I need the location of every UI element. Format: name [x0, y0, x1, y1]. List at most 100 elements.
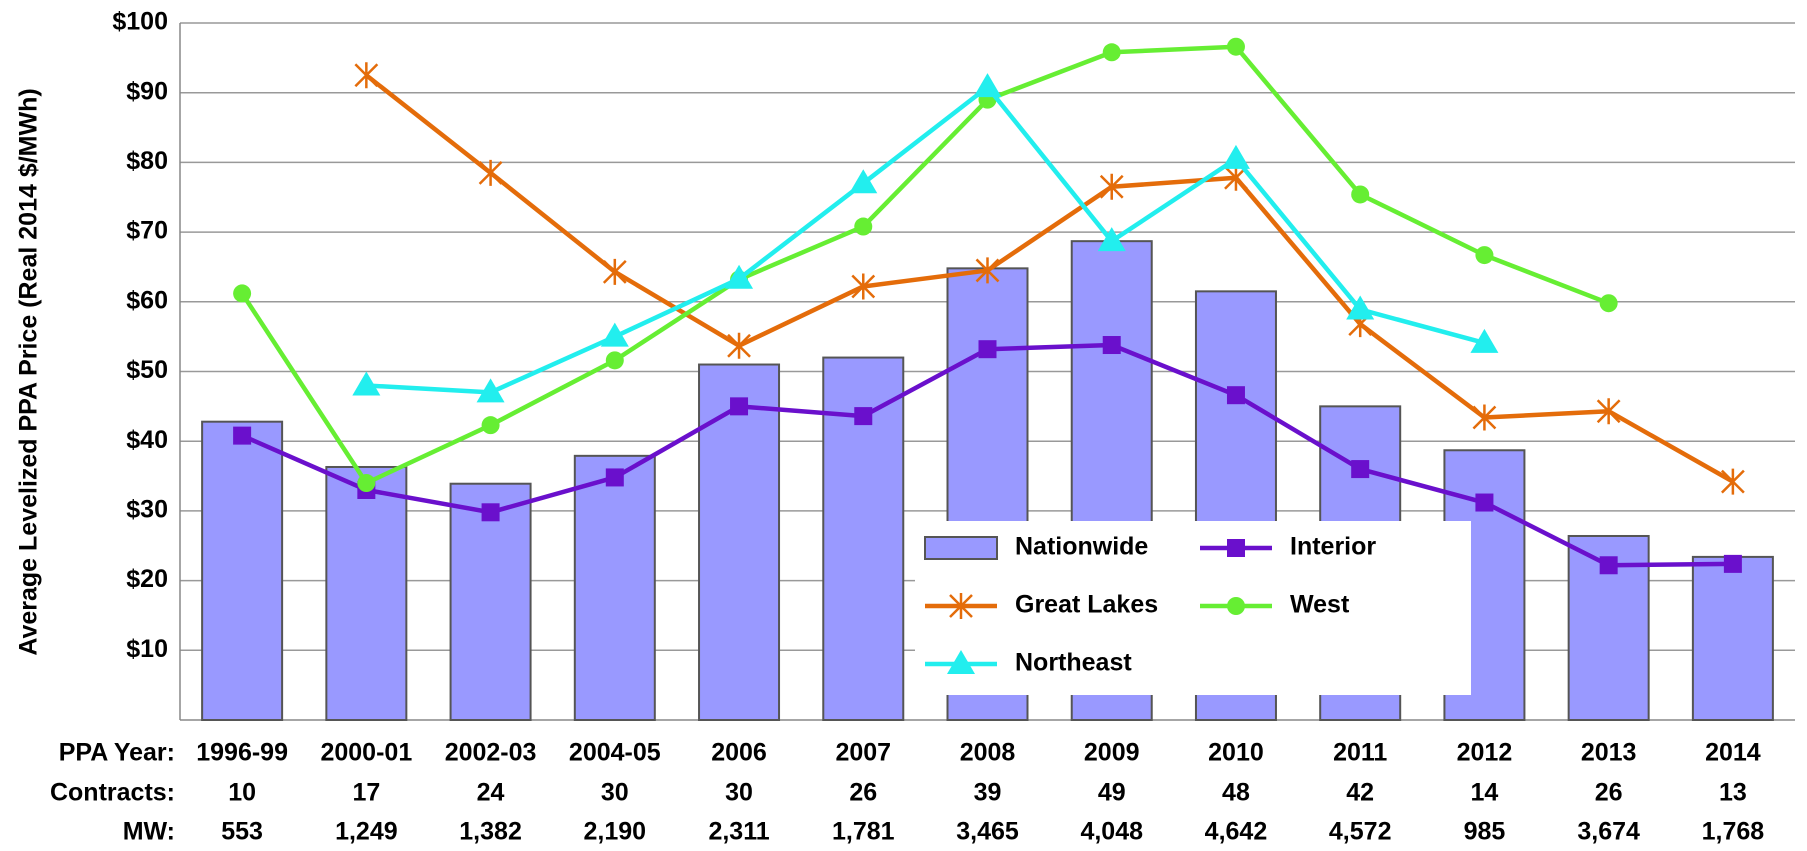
- marker: [354, 62, 379, 89]
- x-tick-label: 2012: [1457, 739, 1513, 767]
- y-tick-label: $100: [112, 8, 168, 36]
- bar: [1691, 555, 1774, 721]
- line: [364, 73, 1734, 484]
- mw: 1,249: [335, 818, 398, 846]
- marker: [947, 650, 975, 674]
- contracts: 17: [352, 779, 380, 807]
- x-tick-label: 2009: [1084, 739, 1140, 767]
- marker: [849, 169, 878, 194]
- marker: [730, 397, 749, 416]
- y-tick-label: $30: [126, 496, 168, 524]
- marker: [1596, 398, 1621, 425]
- marker: [478, 159, 503, 186]
- marker: [1097, 227, 1126, 252]
- contracts: 26: [849, 779, 877, 807]
- mw: 2,190: [584, 818, 647, 846]
- bar: [449, 482, 532, 722]
- marker: [1102, 43, 1121, 62]
- x-tick-label: 2002-03: [445, 739, 537, 767]
- legend-label: Nationwide: [1015, 533, 1148, 561]
- marker: [481, 503, 500, 522]
- row-label: MW:: [123, 818, 175, 846]
- legend-label: Great Lakes: [1015, 591, 1158, 619]
- marker: [949, 593, 973, 619]
- legend-swatch: [924, 536, 998, 560]
- y-tick-label: $90: [126, 77, 168, 105]
- marker: [1472, 404, 1497, 431]
- marker: [1599, 556, 1618, 575]
- bar: [325, 465, 408, 722]
- marker: [600, 322, 629, 347]
- marker: [1221, 144, 1250, 169]
- marker: [975, 257, 1000, 284]
- mw: 1,781: [832, 818, 895, 846]
- row-label: PPA Year:: [59, 739, 175, 767]
- x-tick-label: 2004-05: [569, 739, 661, 767]
- legend-box: [915, 521, 1471, 695]
- marker: [725, 264, 754, 289]
- x-tick-label: 2011: [1333, 739, 1387, 767]
- contracts: 24: [477, 779, 505, 807]
- marker: [854, 407, 873, 426]
- mw: 2,311: [708, 818, 769, 846]
- contracts: 49: [1098, 779, 1126, 807]
- marker: [602, 258, 627, 285]
- mw: 4,048: [1080, 818, 1143, 846]
- marker: [1099, 173, 1124, 200]
- mw: 553: [221, 818, 263, 846]
- marker: [1226, 386, 1245, 405]
- marker: [727, 332, 751, 359]
- mw: 3,465: [956, 818, 1019, 846]
- marker: [357, 474, 376, 493]
- mw: 1,382: [459, 818, 522, 846]
- line: [366, 84, 1486, 395]
- contracts: 39: [974, 779, 1002, 807]
- y-tick-label: $60: [126, 286, 168, 314]
- marker: [481, 416, 500, 435]
- y-tick-label: $20: [126, 565, 168, 593]
- x-tick-label: 2000-01: [320, 739, 412, 767]
- marker: [605, 468, 624, 487]
- y-tick-label: $10: [126, 635, 168, 663]
- contracts: 48: [1222, 779, 1250, 807]
- marker: [973, 73, 1002, 98]
- y-tick-label: $70: [126, 217, 168, 245]
- marker: [1475, 246, 1494, 265]
- x-tick-label: 2007: [835, 739, 891, 767]
- contracts: 14: [1471, 779, 1499, 807]
- x-tick-label: 1996-99: [196, 739, 288, 767]
- marker: [1102, 336, 1121, 355]
- marker: [1351, 460, 1370, 479]
- contracts: 42: [1346, 779, 1374, 807]
- bar: [573, 454, 656, 721]
- mw: 4,642: [1205, 818, 1268, 846]
- marker: [1227, 539, 1245, 557]
- marker: [233, 284, 252, 303]
- x-tick-label: 2008: [960, 739, 1016, 767]
- marker: [1226, 37, 1245, 56]
- contracts: 10: [228, 779, 256, 807]
- bar: [201, 420, 284, 721]
- legend-label: Interior: [1290, 533, 1376, 561]
- line: [240, 44, 1610, 486]
- contracts: 30: [725, 779, 753, 807]
- contracts: 30: [601, 779, 629, 807]
- y-axis-label: Average Levelized PPA Price (Real 2014 $…: [15, 88, 43, 655]
- y-tick-label: $40: [126, 426, 168, 454]
- y-tick-label: $80: [126, 147, 168, 175]
- legend-label: Northeast: [1015, 649, 1132, 677]
- mw: 3,674: [1577, 818, 1640, 846]
- marker: [233, 426, 252, 445]
- marker: [1599, 294, 1618, 313]
- contracts: 26: [1595, 779, 1623, 807]
- legend-label: West: [1290, 591, 1350, 619]
- marker: [851, 273, 876, 300]
- marker: [854, 217, 873, 236]
- mw: 985: [1464, 818, 1506, 846]
- marker: [1346, 295, 1375, 320]
- marker: [978, 340, 997, 359]
- x-tick-label: 2006: [711, 739, 767, 767]
- mw: 1,768: [1702, 818, 1765, 846]
- row-label: Contracts:: [50, 779, 175, 807]
- x-tick-label: 2010: [1208, 739, 1264, 767]
